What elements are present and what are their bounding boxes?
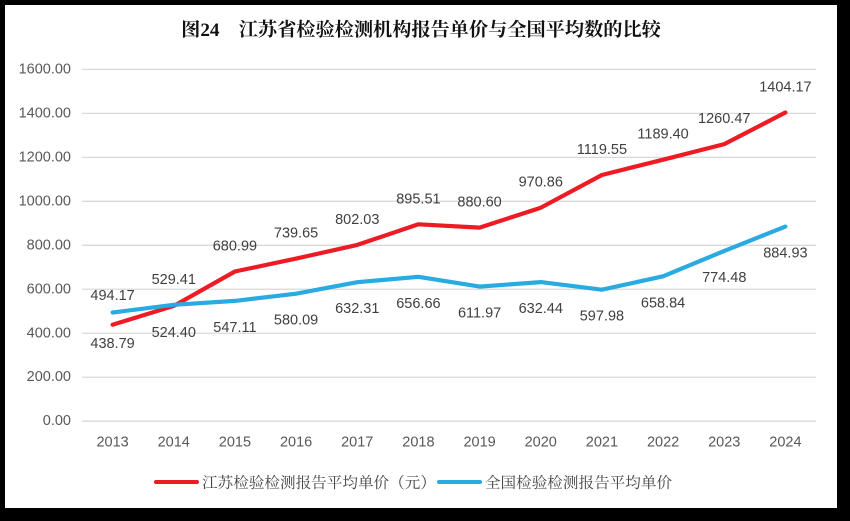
x-axis-label-2022: 2022 xyxy=(647,435,679,451)
data-label-national-2018: 656.66 xyxy=(396,296,440,312)
y-axis-label-200: 200.00 xyxy=(27,369,71,385)
x-axis-label-2013: 2013 xyxy=(96,435,128,451)
x-axis-label-2016: 2016 xyxy=(280,435,312,451)
data-label-jiangsu-2019: 880.60 xyxy=(457,195,501,211)
data-label-jiangsu-2015: 680.99 xyxy=(213,238,257,254)
x-axis-label-2021: 2021 xyxy=(586,435,618,451)
data-label-national-2023: 774.48 xyxy=(702,270,746,286)
data-label-jiangsu-2014: 524.40 xyxy=(152,325,196,341)
chart-canvas xyxy=(5,5,837,508)
data-label-jiangsu-2021: 1119.55 xyxy=(577,142,627,158)
data-label-jiangsu-2017: 802.03 xyxy=(335,212,379,228)
y-axis-label-600: 600.00 xyxy=(27,281,71,297)
data-label-jiangsu-2024: 1404.17 xyxy=(759,79,811,95)
series-line-jiangsu xyxy=(110,110,788,327)
data-label-national-2014: 529.41 xyxy=(152,272,196,288)
data-label-national-2017: 632.31 xyxy=(335,301,379,317)
x-axis-label-2017: 2017 xyxy=(341,435,373,451)
x-axis-label-2015: 2015 xyxy=(219,435,251,451)
x-axis-label-2020: 2020 xyxy=(525,435,557,451)
x-axis-label-2019: 2019 xyxy=(463,435,495,451)
data-label-national-2022: 658.84 xyxy=(641,295,685,311)
data-label-national-2020: 632.44 xyxy=(519,301,563,317)
data-label-jiangsu-2013: 438.79 xyxy=(90,336,134,352)
legend-swatch-national-blue-line xyxy=(436,479,482,485)
data-label-national-2019: 611.97 xyxy=(458,306,501,322)
data-label-national-2015: 547.11 xyxy=(213,320,256,336)
legend-item-national: 全国检验检测报告平均单价 xyxy=(436,471,673,493)
y-axis-label-400: 400.00 xyxy=(27,325,71,341)
data-label-national-2021: 597.98 xyxy=(580,309,624,325)
data-label-jiangsu-2018: 895.51 xyxy=(396,191,440,207)
data-label-jiangsu-2016: 739.65 xyxy=(274,226,318,242)
y-axis-label-1000: 1000.00 xyxy=(19,193,71,209)
series-line-national xyxy=(110,224,788,315)
legend-item-jiangsu: 江苏检验检测报告平均单价（元） xyxy=(154,472,436,492)
legend-label-national: 全国检验检测报告平均单价 xyxy=(484,471,673,493)
legend-label-jiangsu: 江苏检验检测报告平均单价（元） xyxy=(202,471,436,493)
x-axis-label-2018: 2018 xyxy=(402,435,434,451)
y-axis-label-1200: 1200.00 xyxy=(19,149,71,165)
x-axis-label-2014: 2014 xyxy=(158,435,190,451)
y-axis-label-1600: 1600.00 xyxy=(19,61,71,77)
data-label-jiangsu-2023: 1260.47 xyxy=(698,111,750,127)
data-label-jiangsu-2020: 970.86 xyxy=(519,175,563,191)
chart-title: 图24 江苏省检验检测机构报告单价与全国平均数的比较 xyxy=(181,15,661,42)
data-label-national-2024: 884.93 xyxy=(763,246,807,262)
y-axis-label-1400: 1400.00 xyxy=(19,105,71,121)
y-axis-label-0: 0.00 xyxy=(43,413,71,429)
chart-legend: 江苏检验检测报告平均单价（元） 全国检验检测报告平均单价 xyxy=(154,471,672,493)
data-label-jiangsu-2022: 1189.40 xyxy=(637,127,688,143)
data-label-national-2013: 494.17 xyxy=(90,288,134,304)
y-axis-label-800: 800.00 xyxy=(27,237,71,253)
x-axis-label-2024: 2024 xyxy=(769,435,801,451)
data-label-national-2016: 580.09 xyxy=(274,313,318,329)
legend-swatch-jiangsu-red-line xyxy=(154,479,199,485)
x-axis-label-2023: 2023 xyxy=(708,435,740,451)
